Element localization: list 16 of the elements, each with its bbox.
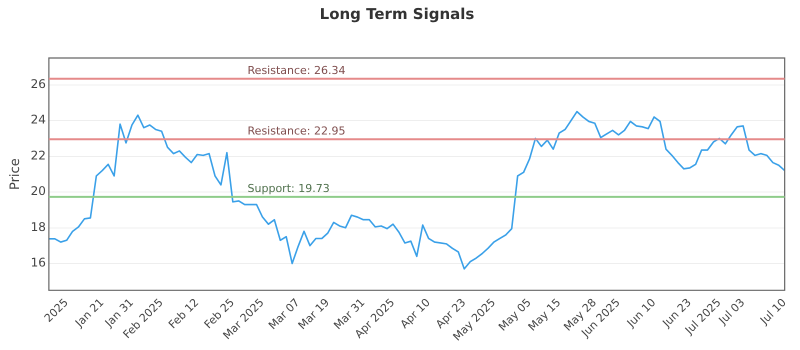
- y-tick-label: 24: [30, 112, 46, 127]
- x-tick-label: Apr 10: [398, 296, 433, 331]
- x-tick-label: Jul 10: [757, 296, 789, 328]
- y-tick-label: 22: [30, 148, 46, 162]
- ref-line-label: Resistance: 22.95: [248, 124, 346, 138]
- x-tick-label: Jan 21: [72, 296, 106, 330]
- x-tick-label: Jun 10: [624, 296, 658, 330]
- x-tick-label: Feb 12: [166, 296, 202, 332]
- y-tick-label: 18: [30, 220, 46, 234]
- y-tick-label: 20: [30, 184, 46, 198]
- y-tick-label: 16: [30, 256, 46, 270]
- ref-line-label: Support: 19.73: [248, 182, 330, 196]
- chart-title: Long Term Signals: [320, 4, 474, 23]
- y-tick-label: 26: [30, 76, 46, 91]
- y-axis-title: Price: [8, 158, 24, 190]
- ref-line-label: Resistance: 26.34: [248, 64, 346, 78]
